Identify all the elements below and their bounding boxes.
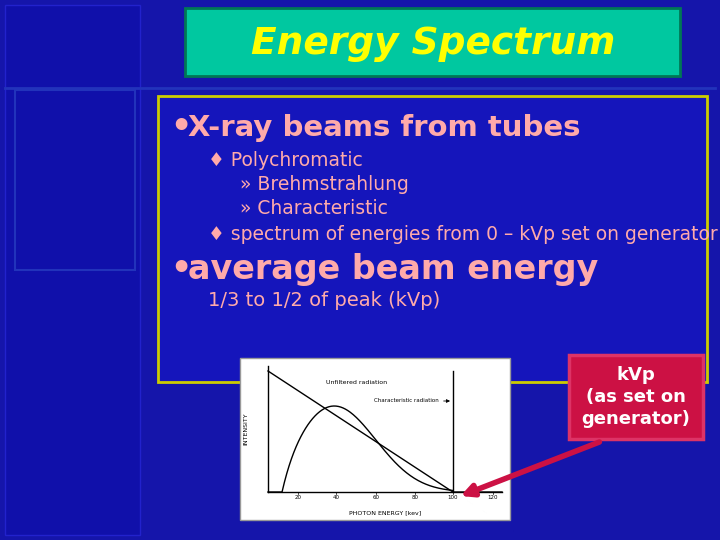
Text: •: •	[170, 111, 192, 145]
Text: PHOTON ENERGY [kev]: PHOTON ENERGY [kev]	[349, 510, 421, 515]
Text: Energy Spectrum: Energy Spectrum	[251, 26, 615, 62]
Text: •: •	[170, 253, 192, 287]
Text: 60: 60	[372, 495, 379, 500]
Text: Unfiltered radiation: Unfiltered radiation	[326, 380, 387, 385]
Text: » Brehmstrahlung: » Brehmstrahlung	[240, 176, 409, 194]
FancyBboxPatch shape	[240, 358, 510, 520]
Text: INTENSITY: INTENSITY	[243, 413, 248, 446]
Text: average beam energy: average beam energy	[188, 253, 598, 287]
Text: Characteristic radiation: Characteristic radiation	[374, 399, 439, 403]
Text: 40: 40	[333, 495, 339, 500]
FancyBboxPatch shape	[569, 355, 703, 439]
Text: kVp
(as set on
generator): kVp (as set on generator)	[582, 366, 690, 428]
FancyBboxPatch shape	[185, 8, 680, 76]
Text: 80: 80	[412, 495, 419, 500]
Text: 120: 120	[487, 495, 498, 500]
FancyBboxPatch shape	[158, 96, 707, 382]
Text: ♦ Polychromatic: ♦ Polychromatic	[208, 151, 363, 170]
FancyBboxPatch shape	[5, 5, 140, 535]
Text: 20: 20	[295, 495, 302, 500]
Text: 100: 100	[448, 495, 458, 500]
Text: » Characteristic: » Characteristic	[240, 199, 388, 218]
Text: ♦ spectrum of energies from 0 – kVp set on generator: ♦ spectrum of energies from 0 – kVp set …	[208, 226, 718, 245]
Text: 1/3 to 1/2 of peak (kVp): 1/3 to 1/2 of peak (kVp)	[208, 291, 440, 309]
Text: X-ray beams from tubes: X-ray beams from tubes	[188, 114, 580, 142]
